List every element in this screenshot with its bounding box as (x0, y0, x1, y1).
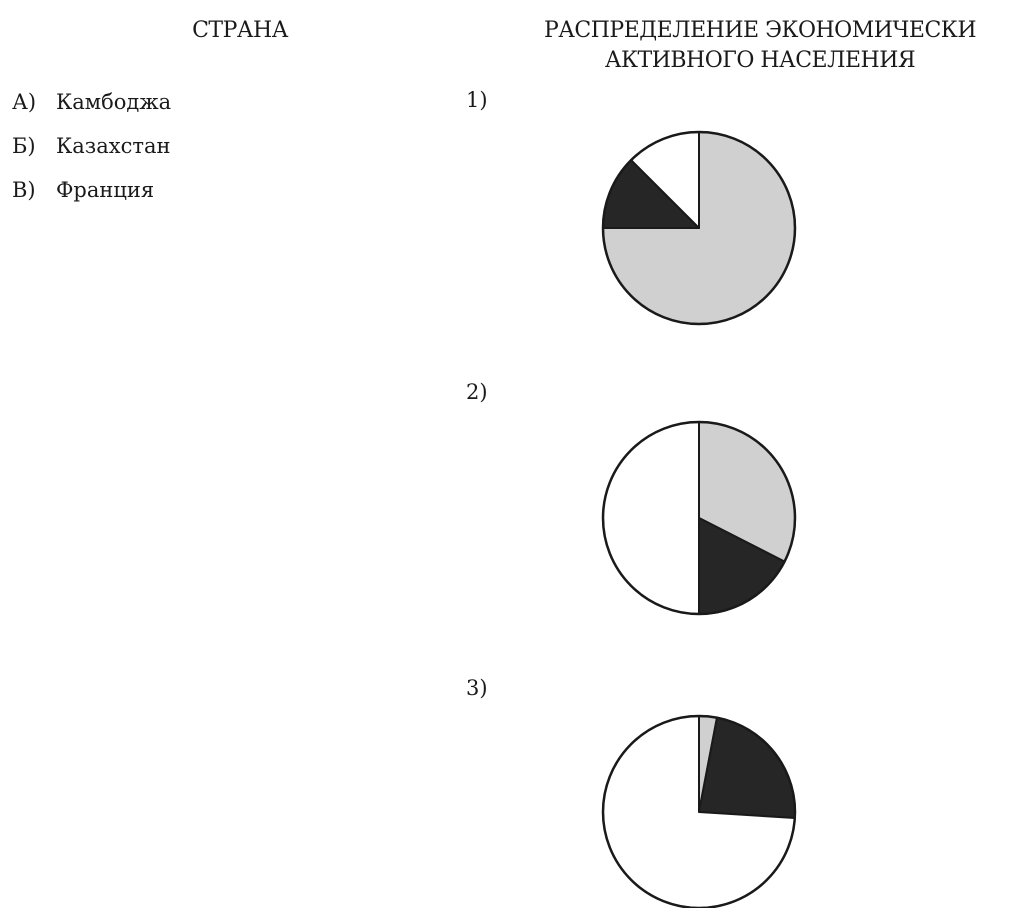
column-header-distribution: РАСПРЕДЕЛЕНИЕ ЭКОНОМИЧЕСКИ АКТИВНОГО НАС… (490, 16, 1030, 76)
pie-2-slice-3 (602, 421, 700, 615)
country-letter: А) (12, 90, 37, 114)
pie-1-outline (601, 130, 797, 326)
pie-chart-3 (601, 714, 797, 908)
pie-chart-1 (601, 130, 797, 326)
pie-3-outline (601, 714, 797, 908)
column-header-distribution-line1: РАСПРЕДЕЛЕНИЕ ЭКОНОМИЧЕСКИ (543, 18, 977, 43)
pie-number-1: 1) (466, 88, 488, 112)
pie-number-2: 2) (466, 380, 488, 404)
country-name: Казахстан (56, 134, 171, 158)
pie-chart-2 (601, 420, 797, 616)
country-name: Камбоджа (56, 90, 172, 114)
country-letter: В) (12, 178, 36, 202)
country-letter: Б) (12, 134, 36, 158)
country-list: А) Камбоджа Б) Казахстан В) Франция (12, 86, 171, 218)
column-header-country: СТРАНА (192, 18, 288, 43)
pie-number-3: 3) (466, 676, 488, 700)
pie-3-slice-2 (698, 716, 796, 820)
column-header-distribution-line2: АКТИВНОГО НАСЕЛЕНИЯ (604, 48, 916, 73)
country-item: Б) Казахстан (12, 130, 171, 174)
pie-2-outline (601, 420, 797, 616)
country-name: Франция (56, 178, 155, 202)
country-item: В) Франция (12, 174, 171, 218)
country-item: А) Камбоджа (12, 86, 171, 130)
